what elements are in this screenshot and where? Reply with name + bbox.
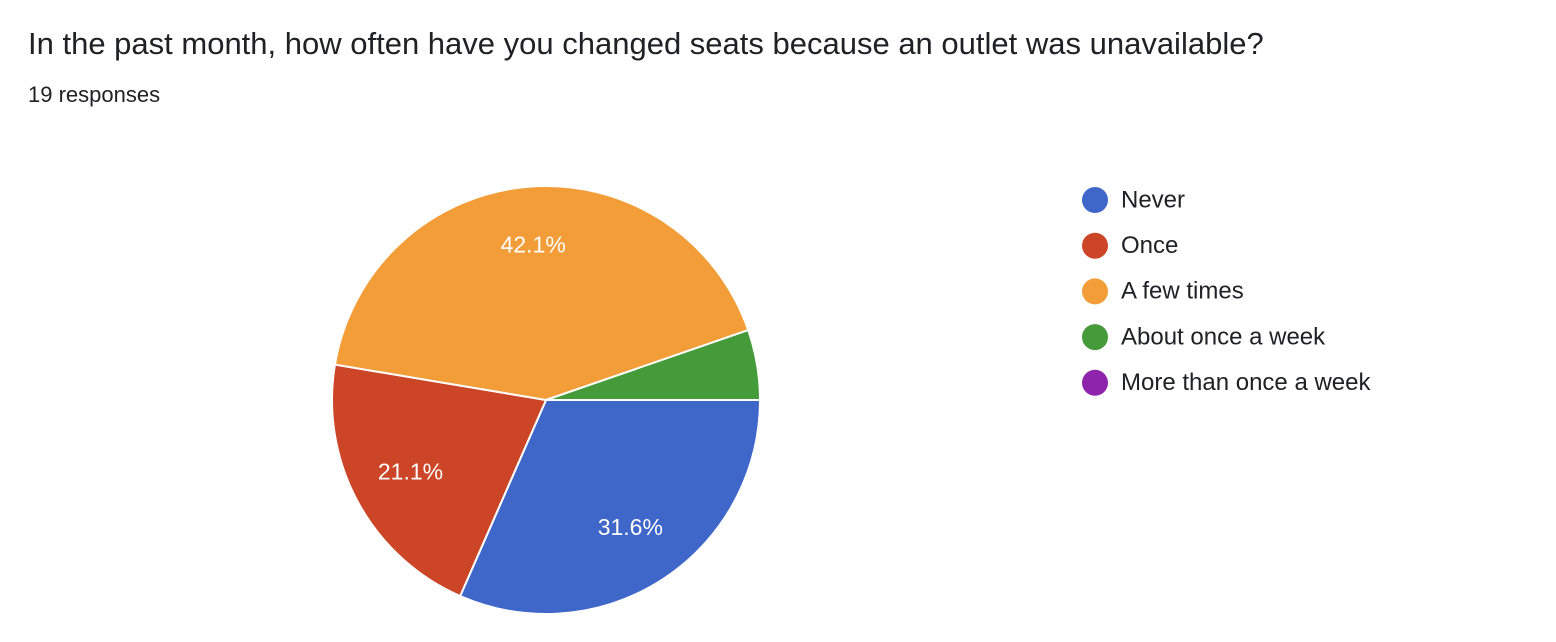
legend-label: Once	[1121, 232, 1178, 259]
pie-slice	[331, 363, 548, 598]
data-label: 42.1%	[501, 232, 566, 258]
legend-swatch	[1082, 369, 1108, 396]
legend-swatch	[1082, 187, 1108, 213]
data-label: 21.1%	[378, 458, 443, 484]
legend-swatch	[1082, 278, 1108, 305]
legend-label: Never	[1121, 186, 1185, 213]
pie-slice	[458, 399, 762, 615]
legend-label: About once a week	[1121, 323, 1326, 350]
legend-label: A few times	[1121, 278, 1244, 305]
data-label: 31.6%	[598, 514, 663, 540]
chart-subtitle: 19 responses	[28, 82, 160, 107]
pie-slice	[333, 185, 750, 402]
legend-swatch	[1082, 324, 1108, 351]
chart-title: In the past month, how often have you ch…	[28, 26, 1264, 61]
legend-label: More than once a week	[1121, 369, 1371, 396]
legend-swatch	[1082, 232, 1108, 259]
